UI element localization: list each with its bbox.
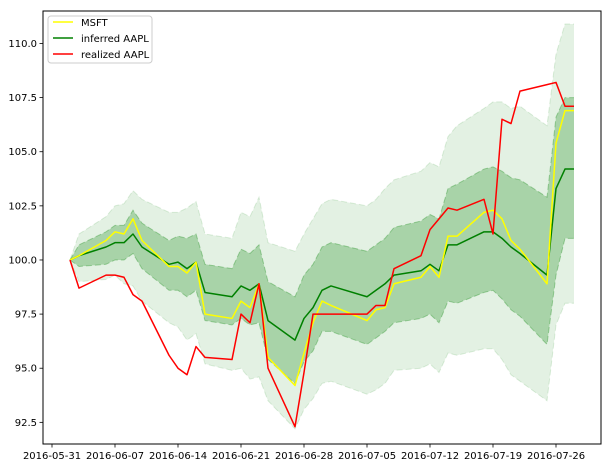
confidence-bands: [69, 23, 574, 430]
realized-aapl-line: [69, 81, 574, 428]
inner-band-upper-edge: [69, 97, 574, 298]
x-tick-label: 2016-06-21: [212, 451, 270, 462]
outer-band: [70, 23, 574, 429]
legend-label-realized-aapl: realized AAPL: [81, 50, 150, 61]
x-tick-label: 2016-07-12: [401, 451, 459, 462]
y-tick-label: 100.0: [8, 255, 37, 266]
outer-band-upper-edge: [69, 23, 574, 261]
plot-frame: [42, 10, 602, 445]
y-tick-label: 95.0: [15, 364, 37, 375]
legend-box: [47, 15, 153, 64]
y-tick-label: 110.0: [8, 39, 37, 50]
y-axis: 92.5 95.0 97.5 100.0 102.5 105.0 107.5 110.0: [8, 39, 43, 429]
legend-label-inferred-aapl: inferred AAPL: [81, 34, 149, 45]
y-tick-label: 97.5: [15, 310, 37, 321]
x-tick-label: 2016-07-19: [464, 451, 522, 462]
inner-band-lower-edge: [69, 237, 574, 385]
x-tick-label: 2016-05-31: [23, 451, 81, 462]
y-tick-label: 105.0: [8, 147, 37, 158]
legend: MSFT inferred AAPL realized AAPL: [47, 15, 153, 64]
legend-label-msft: MSFT: [81, 18, 109, 29]
inner-band: [70, 97, 574, 384]
y-tick-label: 102.5: [8, 201, 37, 212]
x-tick-label: 2016-07-05: [338, 451, 396, 462]
y-tick-label: 107.5: [8, 93, 37, 104]
outer-band-lower-edge: [69, 259, 574, 430]
inferred-aapl-line: [69, 168, 574, 341]
x-tick-label: 2016-06-07: [86, 451, 144, 462]
series-lines: [69, 81, 574, 428]
x-tick-label: 2016-07-26: [527, 451, 585, 462]
x-tick-label: 2016-06-14: [149, 451, 207, 462]
msft-line: [69, 109, 574, 387]
y-tick-label: 92.5: [15, 418, 37, 429]
x-tick-label: 2016-06-28: [275, 451, 333, 462]
x-axis: 2016-05-31 2016-06-07 2016-06-14 2016-06-21…: [23, 444, 585, 462]
